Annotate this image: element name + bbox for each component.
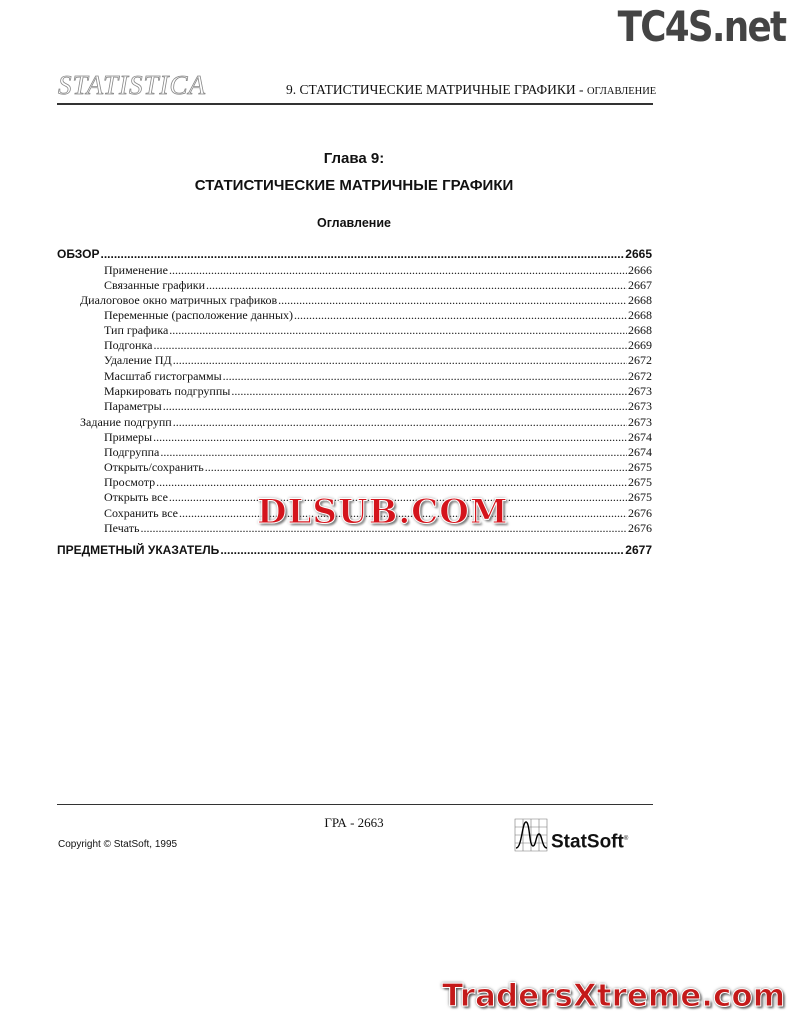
toc-entry-label: Тип графика	[104, 323, 169, 337]
chapter-title: СТАТИСТИЧЕСКИЕ МАТРИЧНЫЕ ГРАФИКИ	[194, 177, 514, 194]
footer-rule	[57, 804, 653, 805]
toc-entry-page: 2673	[628, 415, 652, 429]
toc-heading: Оглавление	[317, 216, 391, 230]
toc-entry-page: 2673	[628, 399, 652, 413]
dot-leader	[173, 415, 627, 430]
page-number: ГРА - 2663	[324, 815, 384, 830]
dot-leader	[153, 430, 627, 445]
toc-entry-label: Открыть все	[104, 490, 168, 504]
toc-entry-page: 2676	[628, 506, 652, 520]
toc-entry[interactable]: Сохранить все 2676	[104, 506, 652, 521]
toc-entry-label: Применение	[104, 263, 168, 277]
toc-entry-label: ОБЗОР	[57, 247, 100, 261]
toc-entry-label: Диалоговое окно матричных графиков	[80, 293, 278, 307]
running-head: 9. СТАТИСТИЧЕСКИЕ МАТРИЧНЫЕ ГРАФИКИ - ОГ…	[286, 82, 656, 100]
toc-entry-page: 2665	[625, 247, 652, 261]
statistica-logo: STATISTICA	[58, 70, 207, 101]
toc-entry-label: Удаление ПД	[104, 353, 172, 367]
toc-entry-page: 2676	[628, 521, 652, 535]
dot-leader	[169, 263, 627, 278]
toc-entry[interactable]: Диалоговое окно матричных графиков 2668	[80, 293, 652, 308]
toc-entry-label: ПРЕДМЕТНЫЙ УКАЗАТЕЛЬ	[57, 543, 220, 557]
dot-leader	[223, 369, 627, 384]
toc-entry-page: 2677	[625, 543, 652, 557]
toc-entry-label: Просмотр	[104, 475, 156, 489]
toc-entry-page: 2666	[628, 263, 652, 277]
toc-entry-label: Сохранить все	[104, 506, 178, 520]
dot-leader	[278, 293, 627, 308]
toc-entry-label: Параметры	[104, 399, 162, 413]
dot-leader	[231, 384, 627, 399]
dot-leader	[160, 445, 627, 460]
toc-entry[interactable]: Подгонка 2669	[104, 338, 652, 353]
toc-entry[interactable]: ОБЗОР 2665	[57, 247, 652, 262]
toc-entry[interactable]: Задание подгрупп 2673	[80, 415, 652, 430]
toc-entry[interactable]: Открыть все 2675	[104, 490, 652, 505]
toc-entry[interactable]: Масштаб гистограммы 2672	[104, 369, 652, 384]
toc-entry[interactable]: Примеры 2674	[104, 430, 652, 445]
toc-entry-label: Печать	[104, 521, 140, 535]
toc-entry[interactable]: Параметры 2673	[104, 399, 652, 414]
dot-leader	[169, 323, 627, 338]
dot-leader	[294, 308, 627, 323]
toc-entry[interactable]: Открыть/сохранить 2675	[104, 460, 652, 475]
toc-entry-label: Связанные графики	[104, 278, 206, 292]
toc-entry-label: Масштаб гистограммы	[104, 369, 222, 383]
toc-entry-page: 2672	[628, 369, 652, 383]
toc-entry-label: Переменные (расположение данных)	[104, 308, 294, 322]
toc-entry[interactable]: Тип графика 2668	[104, 323, 652, 338]
toc-entry-page: 2675	[628, 460, 652, 474]
toc-entry[interactable]: Связанные графики 2667	[104, 278, 652, 293]
toc-entry-page: 2669	[628, 338, 652, 352]
toc-entry-label: Подгруппа	[104, 445, 160, 459]
toc-entry-label: Примеры	[104, 430, 153, 444]
watermark-tc4s: TC4S.net	[617, 2, 786, 51]
dot-leader	[173, 353, 627, 368]
toc-entry-page: 2673	[628, 384, 652, 398]
dot-leader	[206, 278, 627, 293]
toc-entry[interactable]: Печать 2676	[104, 521, 652, 536]
statsoft-logo: StatSoft®	[514, 818, 628, 852]
toc-entry-page: 2674	[628, 445, 652, 459]
dot-leader	[220, 543, 624, 558]
header-rule	[57, 103, 653, 105]
toc-entry-page: 2675	[628, 490, 652, 504]
statsoft-wordmark: StatSoft®	[551, 831, 629, 852]
toc-entry-page: 2668	[628, 293, 652, 307]
dot-leader	[163, 399, 627, 414]
toc-entry[interactable]: Применение 2666	[104, 263, 652, 278]
chapter-number: Глава 9:	[323, 150, 385, 167]
statsoft-chart-icon	[514, 818, 548, 852]
toc-entry-label: Подгонка	[104, 338, 153, 352]
running-head-section: ОГЛАВЛЕНИЕ	[586, 86, 657, 97]
toc-entry[interactable]: Переменные (расположение данных) 2668	[104, 308, 652, 323]
dot-leader	[156, 475, 627, 490]
toc-entry[interactable]: Удаление ПД 2672	[104, 353, 652, 368]
toc-entry[interactable]: Маркировать подгруппы 2673	[104, 384, 652, 399]
dot-leader	[153, 338, 627, 353]
toc-entry[interactable]: Просмотр 2675	[104, 475, 652, 490]
toc-entry[interactable]: ПРЕДМЕТНЫЙ УКАЗАТЕЛЬ 2677	[57, 543, 652, 558]
toc-entry-page: 2667	[628, 278, 652, 292]
toc-entry-page: 2674	[628, 430, 652, 444]
watermark-dlsub: DLSUB.COM	[256, 492, 509, 533]
toc-entry-page: 2668	[628, 323, 652, 337]
toc-entry-page: 2672	[628, 353, 652, 367]
running-head-title: 9. СТАТИСТИЧЕСКИЕ МАТРИЧНЫЕ ГРАФИКИ -	[286, 82, 587, 97]
toc-entry[interactable]: Подгруппа 2674	[104, 445, 652, 460]
toc-entry-label: Маркировать подгруппы	[104, 384, 231, 398]
dot-leader	[205, 460, 627, 475]
toc-entry-label: Открыть/сохранить	[104, 460, 204, 474]
dot-leader	[101, 247, 625, 262]
toc-entry-label: Задание подгрупп	[80, 415, 172, 429]
toc-entry-page: 2668	[628, 308, 652, 322]
toc-entry-page: 2675	[628, 475, 652, 489]
watermark-tradersxtreme: TradersXtreme.com	[441, 978, 785, 1015]
copyright: Copyright © StatSoft, 1995	[58, 839, 178, 850]
